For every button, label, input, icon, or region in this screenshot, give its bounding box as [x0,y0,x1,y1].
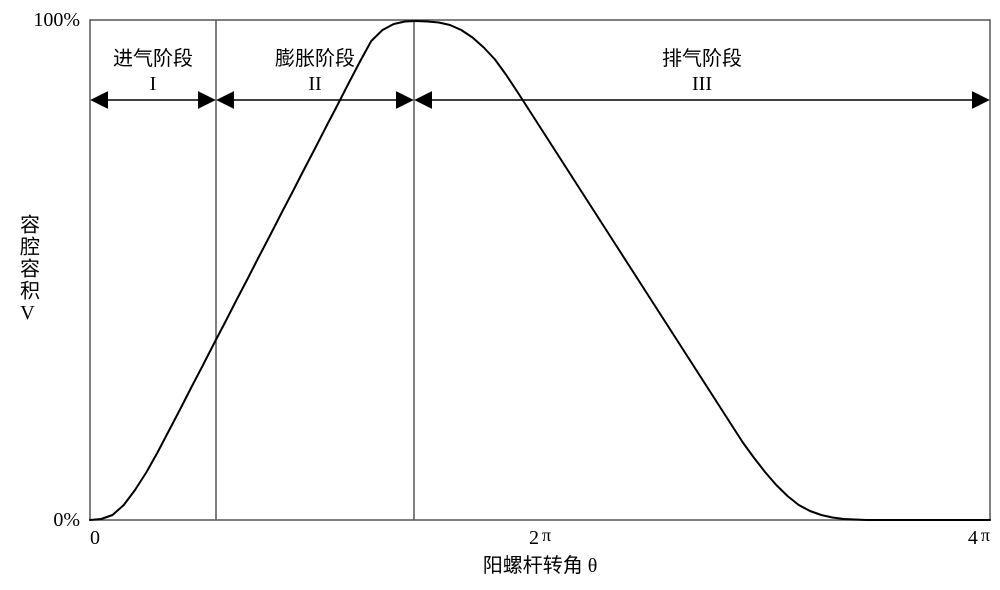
chart-container: 进气阶段 I 膨胀阶段 II 排气阶段 III 0 2π 4π 阳螺杆转角 θ 0% 100% 容腔容… [0,0,1000,590]
x-tick-label: 4π [968,525,990,549]
phase-roman: III [692,73,712,95]
phase-roman: II [308,73,321,95]
y-tick-label: 0% [53,509,80,531]
x-tick-label: 0 [90,527,100,549]
y-axis-label: 容腔容积V [14,214,43,326]
y-tick-label: 100% [33,9,80,31]
plot-border [90,20,990,520]
phase-roman: I [150,73,157,95]
x-axis-label: 阳螺杆转角 θ [483,554,598,577]
phase-title: 进气阶段 [113,47,193,70]
phase-title: 膨胀阶段 [275,47,355,70]
x-tick-label: 2π [529,525,551,549]
volume-curve [90,21,990,520]
chart-svg: 进气阶段 I 膨胀阶段 II 排气阶段 III 0 2π 4π 阳螺杆转角 θ 0% 100% [0,0,1000,590]
phase-title: 排气阶段 [662,47,742,70]
